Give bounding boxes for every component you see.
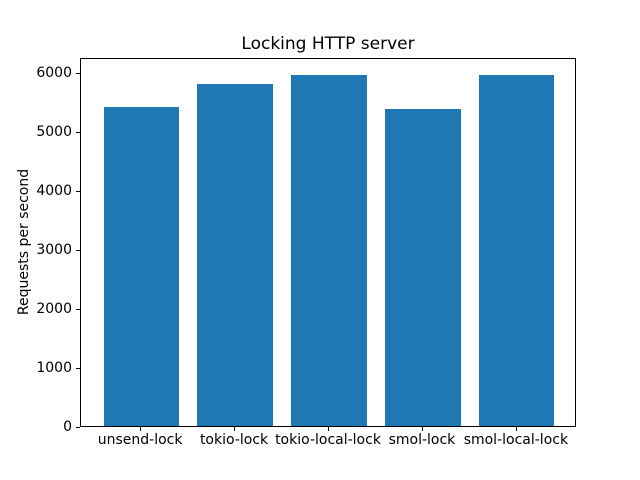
- y-tick-label-2000: 2000: [36, 301, 72, 318]
- x-tick-mark-unsend-lock: [140, 427, 142, 431]
- bar-tokio-local-lock: [291, 75, 367, 426]
- bar-unsend-lock: [103, 107, 179, 426]
- y-tick-label-1000: 1000: [36, 360, 72, 377]
- bar-smol-lock: [385, 109, 461, 426]
- x-tick-label-smol-lock: smol-lock: [388, 432, 456, 448]
- y-tick-label-4000: 4000: [36, 183, 72, 200]
- y-tick-mark-3000: [76, 249, 80, 251]
- bar-smol-local-lock: [479, 74, 555, 426]
- x-tick-label-tokio-lock: tokio-lock: [199, 432, 269, 448]
- x-tick-mark-smol-lock: [421, 427, 423, 431]
- bar-tokio-lock: [197, 84, 273, 426]
- x-tick-label-tokio-local-lock: tokio-local-lock: [275, 432, 381, 448]
- y-tick-mark-6000: [76, 72, 80, 74]
- y-tick-mark-1000: [76, 367, 80, 369]
- x-tick-label-smol-local-lock: smol-local-lock: [463, 432, 569, 448]
- y-tick-label-0: 0: [63, 419, 72, 435]
- y-tick-mark-5000: [76, 131, 80, 133]
- chart-title: Locking HTTP server: [241, 34, 415, 54]
- x-tick-mark-tokio-lock: [234, 427, 236, 431]
- y-tick-label-5000: 5000: [36, 124, 72, 141]
- y-tick-label-3000: 3000: [36, 242, 72, 259]
- y-tick-mark-4000: [76, 190, 80, 192]
- y-tick-mark-2000: [76, 308, 80, 310]
- x-tick-label-unsend-lock: unsend-lock: [97, 432, 183, 448]
- x-tick-mark-tokio-local-lock: [328, 427, 329, 431]
- plot-area: [80, 58, 576, 427]
- y-tick-label-6000: 6000: [36, 65, 72, 82]
- y-tick-mark-0: [76, 426, 80, 428]
- x-tick-mark-smol-local-lock: [515, 427, 517, 431]
